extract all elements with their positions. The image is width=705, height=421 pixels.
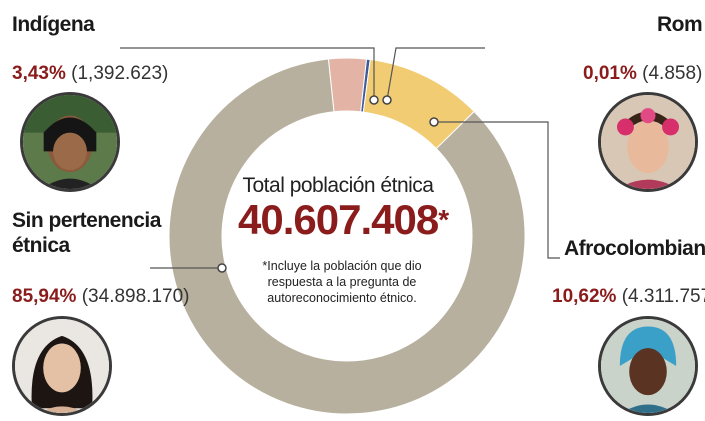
leader-line-afro bbox=[434, 121, 560, 259]
slice-label-sin-pertenencia-line2: étnica bbox=[12, 234, 70, 257]
count-sin-pertenencia: (34.898.170) bbox=[81, 286, 190, 307]
percent-indigena: 3,43% bbox=[12, 63, 66, 84]
leader-line-rom bbox=[386, 47, 485, 101]
count-rom: (4.858) bbox=[642, 63, 703, 84]
stat-sin-pertenencia: 85,94% (34.898.170) bbox=[12, 286, 189, 308]
total-title: Total población étnica bbox=[242, 174, 434, 197]
stat-afrocolombiano: 10,62% (4.311.757) bbox=[552, 286, 705, 308]
count-indigena: (1,392.623) bbox=[71, 63, 169, 84]
footnote: *Incluye la población que dio respuesta … bbox=[262, 259, 422, 305]
total-asterisk: * bbox=[438, 204, 449, 235]
stat-indigena: 3,43% (1,392.623) bbox=[12, 63, 168, 85]
leader-dot-sin-pertenencia bbox=[217, 263, 227, 273]
slice-label-rom: Rom bbox=[657, 13, 703, 36]
indigena-portrait-icon bbox=[20, 92, 120, 192]
leader-dot-rom bbox=[382, 95, 392, 105]
leader-dot-afro bbox=[429, 117, 439, 127]
sin-pertenencia-portrait-icon bbox=[12, 316, 112, 416]
count-afrocolombiano: (4.311.757) bbox=[621, 286, 705, 307]
slice-indígena bbox=[327, 57, 368, 113]
slice-label-sin-pertenencia-line1: Sin pertenencia bbox=[12, 209, 161, 232]
slice-sin-pertenencia-étnica bbox=[168, 58, 526, 415]
total-value: 40.607.408* bbox=[238, 196, 449, 243]
slice-label-indigena: Indígena bbox=[12, 13, 95, 36]
afrocolombiano-portrait-icon bbox=[598, 316, 698, 416]
percent-sin-pertenencia: 85,94% bbox=[12, 286, 77, 307]
slice-label-afrocolombiano: Afrocolombiano bbox=[564, 237, 705, 260]
rom-portrait-icon bbox=[598, 92, 698, 192]
leader-line-indigena bbox=[120, 47, 375, 100]
stat-rom: 0,01% (4.858) bbox=[583, 63, 702, 85]
total-number: 40.607.408 bbox=[238, 196, 439, 243]
leader-dot-indigena bbox=[369, 95, 379, 105]
percent-afrocolombiano: 10,62% bbox=[552, 286, 617, 307]
percent-rom: 0,01% bbox=[583, 63, 637, 84]
